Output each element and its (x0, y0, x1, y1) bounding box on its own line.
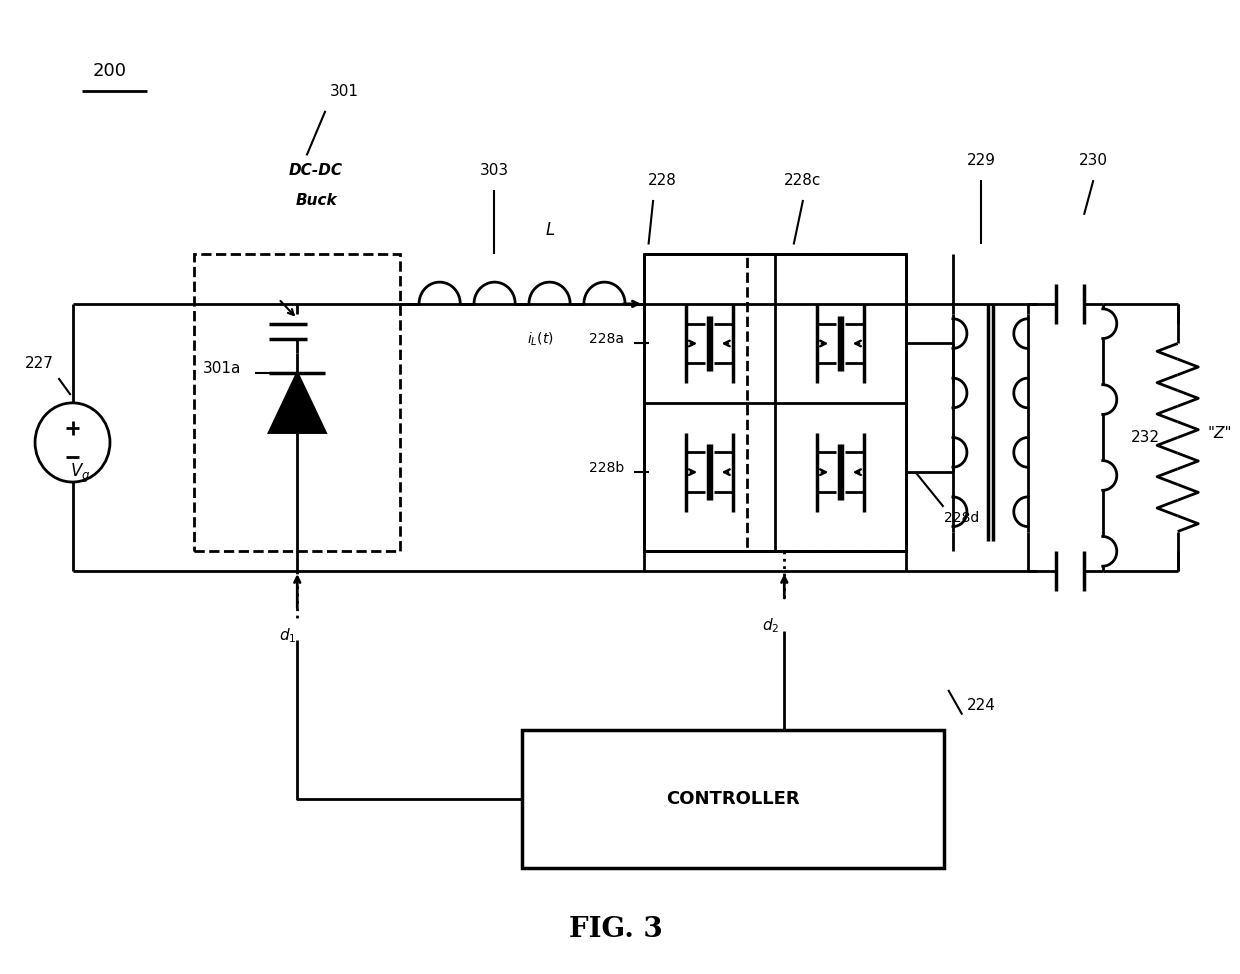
Text: 228c: 228c (785, 173, 822, 188)
Text: CONTROLLER: CONTROLLER (666, 790, 800, 807)
Text: 229: 229 (966, 153, 996, 169)
Text: 224: 224 (966, 697, 996, 713)
Text: $d_1$: $d_1$ (279, 626, 296, 645)
Text: DC-DC: DC-DC (289, 164, 343, 178)
Text: L: L (546, 220, 554, 239)
Bar (644, 254, 906, 551)
Text: "Z": "Z" (1208, 426, 1233, 440)
Text: 228b: 228b (589, 461, 624, 475)
Text: 228: 228 (649, 173, 677, 188)
Text: $V_g$: $V_g$ (69, 462, 91, 485)
Text: 230: 230 (1079, 153, 1107, 169)
Text: 301a: 301a (203, 361, 242, 376)
Text: $d_2$: $d_2$ (761, 617, 779, 635)
Text: 303: 303 (480, 164, 508, 178)
Text: 228d: 228d (944, 510, 978, 525)
Text: 200: 200 (93, 62, 126, 80)
Bar (522, 730, 944, 868)
Text: 228a: 228a (589, 332, 624, 347)
Text: 227: 227 (25, 356, 55, 371)
Text: Buck: Buck (295, 193, 337, 207)
Text: 301: 301 (330, 84, 358, 99)
Bar (195, 254, 401, 551)
Polygon shape (269, 373, 325, 432)
Text: $i_L(t)$: $i_L(t)$ (527, 330, 554, 348)
Bar (746, 254, 906, 551)
Text: FIG. 3: FIG. 3 (569, 917, 662, 944)
Text: 232: 232 (1131, 430, 1159, 445)
